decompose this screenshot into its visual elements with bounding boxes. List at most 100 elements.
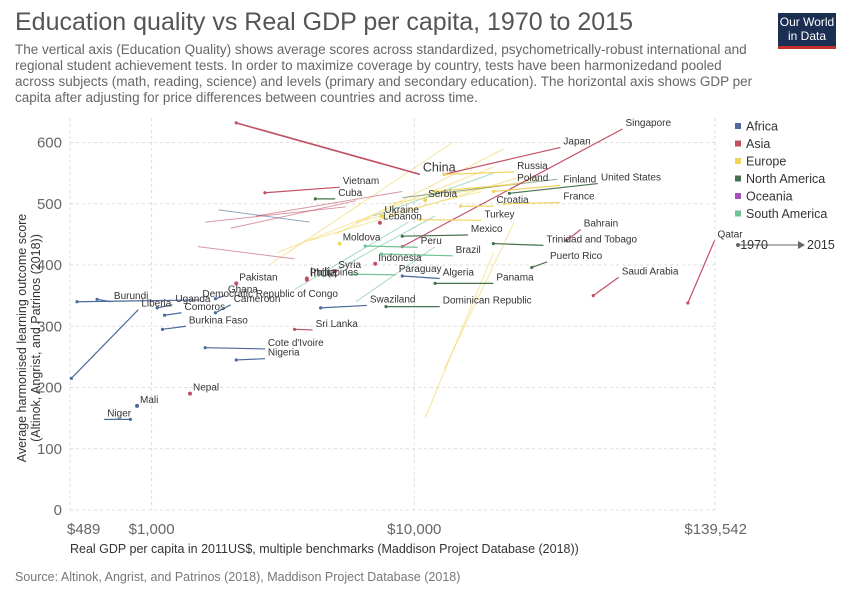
series-start-point-Croatia bbox=[458, 204, 463, 208]
y-tick-label: 400 bbox=[37, 257, 62, 274]
series-start-point-Vietnam bbox=[263, 191, 267, 195]
point-label-Puerto Rico: Puerto Rico bbox=[550, 251, 603, 262]
series-line-Singapore bbox=[401, 128, 623, 248]
point-label-Ghana: Ghana bbox=[228, 285, 258, 296]
point-label-Algeria: Algeria bbox=[443, 267, 475, 278]
point-label-Peru: Peru bbox=[421, 236, 442, 247]
source-note: Source: Altinok, Angrist, and Patrinos (… bbox=[15, 570, 461, 584]
x-tick-label: $489 bbox=[67, 521, 100, 538]
series-start-point-Poland bbox=[433, 189, 437, 194]
legend-swatch-South America bbox=[735, 210, 741, 217]
logo-line-1: Our World bbox=[779, 15, 835, 29]
series-start-point-Burkina Faso bbox=[160, 327, 165, 331]
series-start-point-Comoros bbox=[162, 313, 167, 317]
point-label-Croatia: Croatia bbox=[496, 195, 529, 206]
chart-marks bbox=[69, 121, 716, 421]
series-start-point-Bahrain bbox=[565, 238, 569, 243]
point-label-Sri Lanka: Sri Lanka bbox=[316, 319, 359, 330]
point-label-Pakistan: Pakistan bbox=[239, 272, 277, 283]
series-start-point-Paraguay bbox=[350, 272, 354, 276]
legend-swatch-Africa bbox=[735, 123, 741, 129]
series-line-Liberia bbox=[70, 309, 139, 379]
series-line-Puerto Rico bbox=[531, 261, 548, 269]
series-start-point-China bbox=[234, 121, 238, 125]
point-label-Mexico: Mexico bbox=[471, 224, 503, 235]
point-label-Nepal: Nepal bbox=[193, 383, 219, 394]
background-trend-line bbox=[256, 191, 403, 217]
series-start-point-Russia bbox=[442, 172, 446, 176]
point-label-Japan: Japan bbox=[563, 136, 590, 147]
point-label-Nigeria: Nigeria bbox=[268, 348, 300, 359]
legend-label-Asia: Asia bbox=[746, 137, 770, 151]
legend-label-North America: North America bbox=[746, 172, 825, 186]
point-label-Uganda: Uganda bbox=[175, 294, 210, 305]
background-trend-line bbox=[355, 191, 482, 223]
background-trend-line bbox=[276, 166, 494, 254]
point-label-Saudi Arabia: Saudi Arabia bbox=[622, 266, 679, 277]
series-line-France bbox=[504, 201, 561, 205]
series-line-Burundi bbox=[96, 298, 112, 303]
series-start-point-Swaziland bbox=[319, 306, 323, 310]
legend-label-Oceania: Oceania bbox=[746, 190, 793, 204]
point-label-Vietnam: Vietnam bbox=[343, 176, 380, 187]
point-label-Comoros: Comoros bbox=[185, 302, 226, 313]
owid-logo[interactable]: Our World in Data bbox=[778, 13, 836, 49]
chart-title: Education quality vs Real GDP per capita… bbox=[15, 8, 633, 36]
series-point-Syria bbox=[333, 269, 338, 274]
series-start-point-France bbox=[502, 202, 506, 206]
series-start-point-Dominican Republic bbox=[384, 305, 388, 309]
point-label-Burundi: Burundi bbox=[114, 291, 148, 302]
point-label-Serbia: Serbia bbox=[428, 189, 457, 200]
series-line-Bahrain bbox=[566, 229, 582, 241]
point-label-Swaziland: Swaziland bbox=[370, 294, 416, 305]
y-axis-label-line-2: (Altinok, Angrist, and Patrinos (2018)) bbox=[29, 234, 43, 442]
series-point-Nepal bbox=[188, 391, 193, 396]
series-line-Uganda bbox=[157, 304, 173, 309]
background-trend-lines bbox=[197, 142, 558, 419]
background-trend-line bbox=[373, 172, 494, 217]
point-label-Liberia: Liberia bbox=[141, 299, 171, 310]
x-axis-label: Real GDP per capita in 2011US$, multiple… bbox=[70, 542, 579, 556]
series-line-United States bbox=[509, 182, 598, 194]
series-start-point-Niger bbox=[128, 417, 132, 421]
chart-subtitle: The vertical axis (Education Quality) sh… bbox=[15, 42, 753, 105]
series-start-point-Brazil bbox=[379, 252, 384, 256]
background-trend-line bbox=[388, 178, 540, 205]
series-line-Ghana bbox=[215, 295, 226, 300]
point-label-Qatar: Qatar bbox=[718, 230, 744, 241]
point-label-Cameroon: Cameroon bbox=[234, 294, 281, 305]
series-line-Comoros bbox=[164, 312, 182, 316]
series-start-point-Panama bbox=[433, 281, 437, 285]
series-line-Cote d'Ivoire bbox=[205, 347, 265, 350]
x-tick-label: $139,542 bbox=[684, 521, 747, 538]
gridlines bbox=[69, 118, 716, 511]
point-labels: China India Singapore Japan Vietnam Qatar Saud… bbox=[107, 118, 743, 419]
point-label-Democratic Republic of Congo: Democratic Republic of Congo bbox=[202, 289, 338, 300]
background-trend-line bbox=[424, 252, 494, 419]
series-line-Burkina Faso bbox=[162, 325, 186, 330]
series-line-Mexico bbox=[402, 234, 468, 237]
point-label-Lebanon: Lebanon bbox=[383, 212, 422, 223]
series-start-point-Ghana bbox=[213, 297, 218, 301]
point-label-Russia: Russia bbox=[517, 161, 548, 172]
region-legend[interactable]: Africa Asia Europe North America Oceania Sout… bbox=[735, 120, 827, 222]
series-start-point-Turkey bbox=[418, 218, 422, 222]
legend-swatch-North America bbox=[735, 175, 741, 182]
series-start-point-Finland bbox=[491, 189, 495, 194]
point-label-Singapore: Singapore bbox=[625, 118, 671, 129]
point-label-United States: United States bbox=[601, 173, 661, 184]
time-legend-arrow bbox=[798, 241, 805, 249]
point-label-Cuba: Cuba bbox=[338, 188, 362, 199]
legend-label-Africa: Africa bbox=[746, 120, 778, 134]
series-start-point-United States bbox=[507, 191, 511, 195]
series-line-Sri Lanka bbox=[294, 328, 313, 331]
point-label-Brazil: Brazil bbox=[456, 245, 481, 256]
series-line-Nigeria bbox=[236, 358, 265, 361]
series-line-Qatar bbox=[687, 240, 716, 304]
series-point-Mali bbox=[135, 403, 140, 408]
y-axis-label-line-1: Average harmonised learning outcome scor… bbox=[15, 214, 29, 463]
series-start-point-Uganda bbox=[155, 306, 159, 310]
series-point-Pakistan bbox=[234, 281, 239, 286]
background-trend-line bbox=[355, 246, 436, 303]
